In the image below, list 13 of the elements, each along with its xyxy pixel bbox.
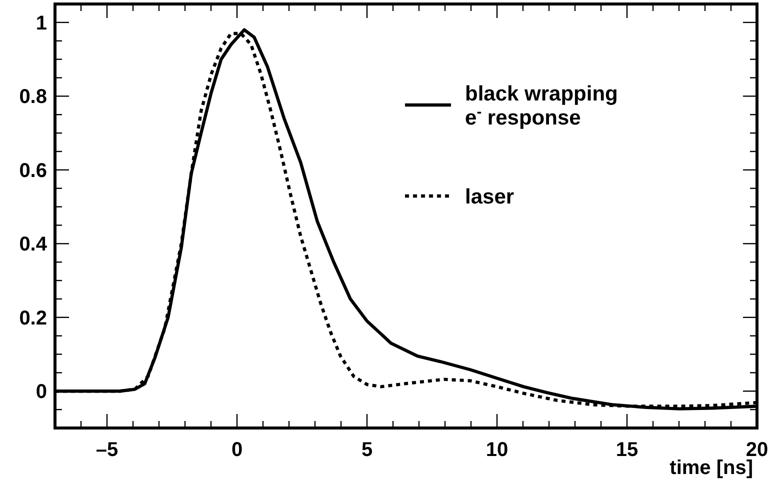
y-tick-label: 0	[36, 381, 47, 404]
y-tick-label: 0.6	[19, 160, 47, 182]
x-tick-label: 10	[486, 439, 508, 461]
y-tick-label: 0.2	[19, 307, 47, 330]
y-tick-label: 0.8	[19, 86, 47, 108]
x-tick-label: 15	[616, 439, 638, 461]
y-tick-label: 0.4	[19, 234, 48, 256]
legend-label: black wrapping e$^{-}$ response	[465, 82, 618, 130]
x-tick-label: –5	[96, 439, 118, 461]
y-tick-label: 1	[36, 12, 47, 34]
x-tick-label: 5	[361, 439, 373, 461]
x-tick-label: 0	[231, 439, 243, 461]
legend-label: laser	[465, 185, 514, 208]
